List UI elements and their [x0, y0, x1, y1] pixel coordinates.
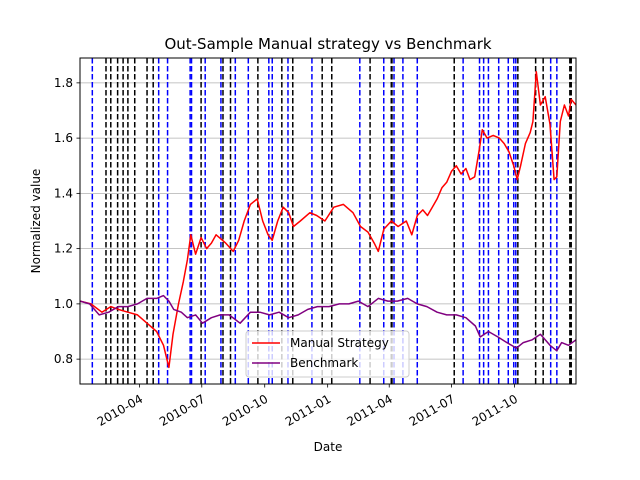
y-tick-label: 0.8 [54, 352, 73, 366]
y-axis-label: Normalized value [29, 169, 43, 274]
series-lines [80, 71, 576, 369]
chart-title: Out-Sample Manual strategy vs Benchmark [164, 35, 491, 53]
legend-label-benchmark: Benchmark [290, 356, 358, 370]
y-tick-label: 1.4 [54, 186, 73, 200]
y-tick-label: 1.2 [54, 242, 73, 256]
legend-box [245, 330, 410, 378]
legend: Manual Strategy Benchmark [245, 330, 410, 378]
y-tick-label: 1.8 [54, 76, 73, 90]
x-axis-label: Date [314, 440, 343, 454]
y-axis: 0.8 1.0 1.2 1.4 1.6 1.8 [54, 76, 80, 366]
grid [80, 82, 576, 360]
series-line-benchmark [80, 294, 576, 352]
plot-area: 0.81.01.21.41.61.8 2010-04 2010-07 2010-10… [54, 57, 577, 429]
y-tick-label: 1.6 [54, 131, 73, 145]
series-line-manual-strategy [80, 71, 576, 369]
y-tick-label: 1.0 [54, 297, 73, 311]
legend-label-manual-strategy: Manual Strategy [290, 336, 389, 350]
